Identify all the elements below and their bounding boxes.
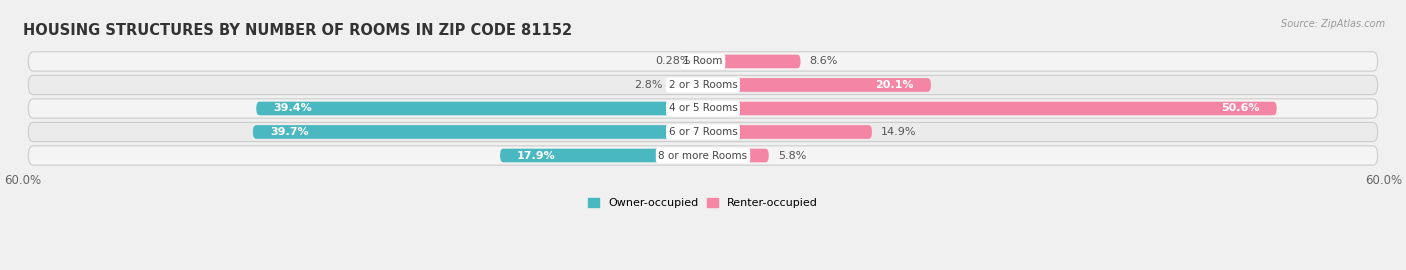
Text: 0.28%: 0.28% <box>655 56 690 66</box>
Text: 5.8%: 5.8% <box>778 150 806 160</box>
FancyBboxPatch shape <box>700 55 703 68</box>
FancyBboxPatch shape <box>28 75 1378 94</box>
FancyBboxPatch shape <box>28 99 1378 118</box>
Text: Source: ZipAtlas.com: Source: ZipAtlas.com <box>1281 19 1385 29</box>
Text: 2.8%: 2.8% <box>634 80 662 90</box>
FancyBboxPatch shape <box>671 78 703 92</box>
Text: 39.7%: 39.7% <box>270 127 308 137</box>
FancyBboxPatch shape <box>703 55 800 68</box>
Text: 2 or 3 Rooms: 2 or 3 Rooms <box>669 80 737 90</box>
FancyBboxPatch shape <box>703 149 769 162</box>
Text: 50.6%: 50.6% <box>1222 103 1260 113</box>
Text: 6 or 7 Rooms: 6 or 7 Rooms <box>669 127 737 137</box>
Text: 4 or 5 Rooms: 4 or 5 Rooms <box>669 103 737 113</box>
Text: 8 or more Rooms: 8 or more Rooms <box>658 150 748 160</box>
Text: 17.9%: 17.9% <box>517 150 555 160</box>
FancyBboxPatch shape <box>703 78 931 92</box>
FancyBboxPatch shape <box>703 125 872 139</box>
Text: 39.4%: 39.4% <box>273 103 312 113</box>
Text: 20.1%: 20.1% <box>876 80 914 90</box>
Text: 14.9%: 14.9% <box>882 127 917 137</box>
FancyBboxPatch shape <box>256 102 703 115</box>
FancyBboxPatch shape <box>28 52 1378 71</box>
Text: 1 Room: 1 Room <box>683 56 723 66</box>
FancyBboxPatch shape <box>501 149 703 162</box>
Legend: Owner-occupied, Renter-occupied: Owner-occupied, Renter-occupied <box>583 193 823 212</box>
FancyBboxPatch shape <box>28 122 1378 142</box>
Text: HOUSING STRUCTURES BY NUMBER OF ROOMS IN ZIP CODE 81152: HOUSING STRUCTURES BY NUMBER OF ROOMS IN… <box>22 23 572 38</box>
FancyBboxPatch shape <box>28 146 1378 165</box>
FancyBboxPatch shape <box>253 125 703 139</box>
Text: 8.6%: 8.6% <box>810 56 838 66</box>
FancyBboxPatch shape <box>703 102 1277 115</box>
